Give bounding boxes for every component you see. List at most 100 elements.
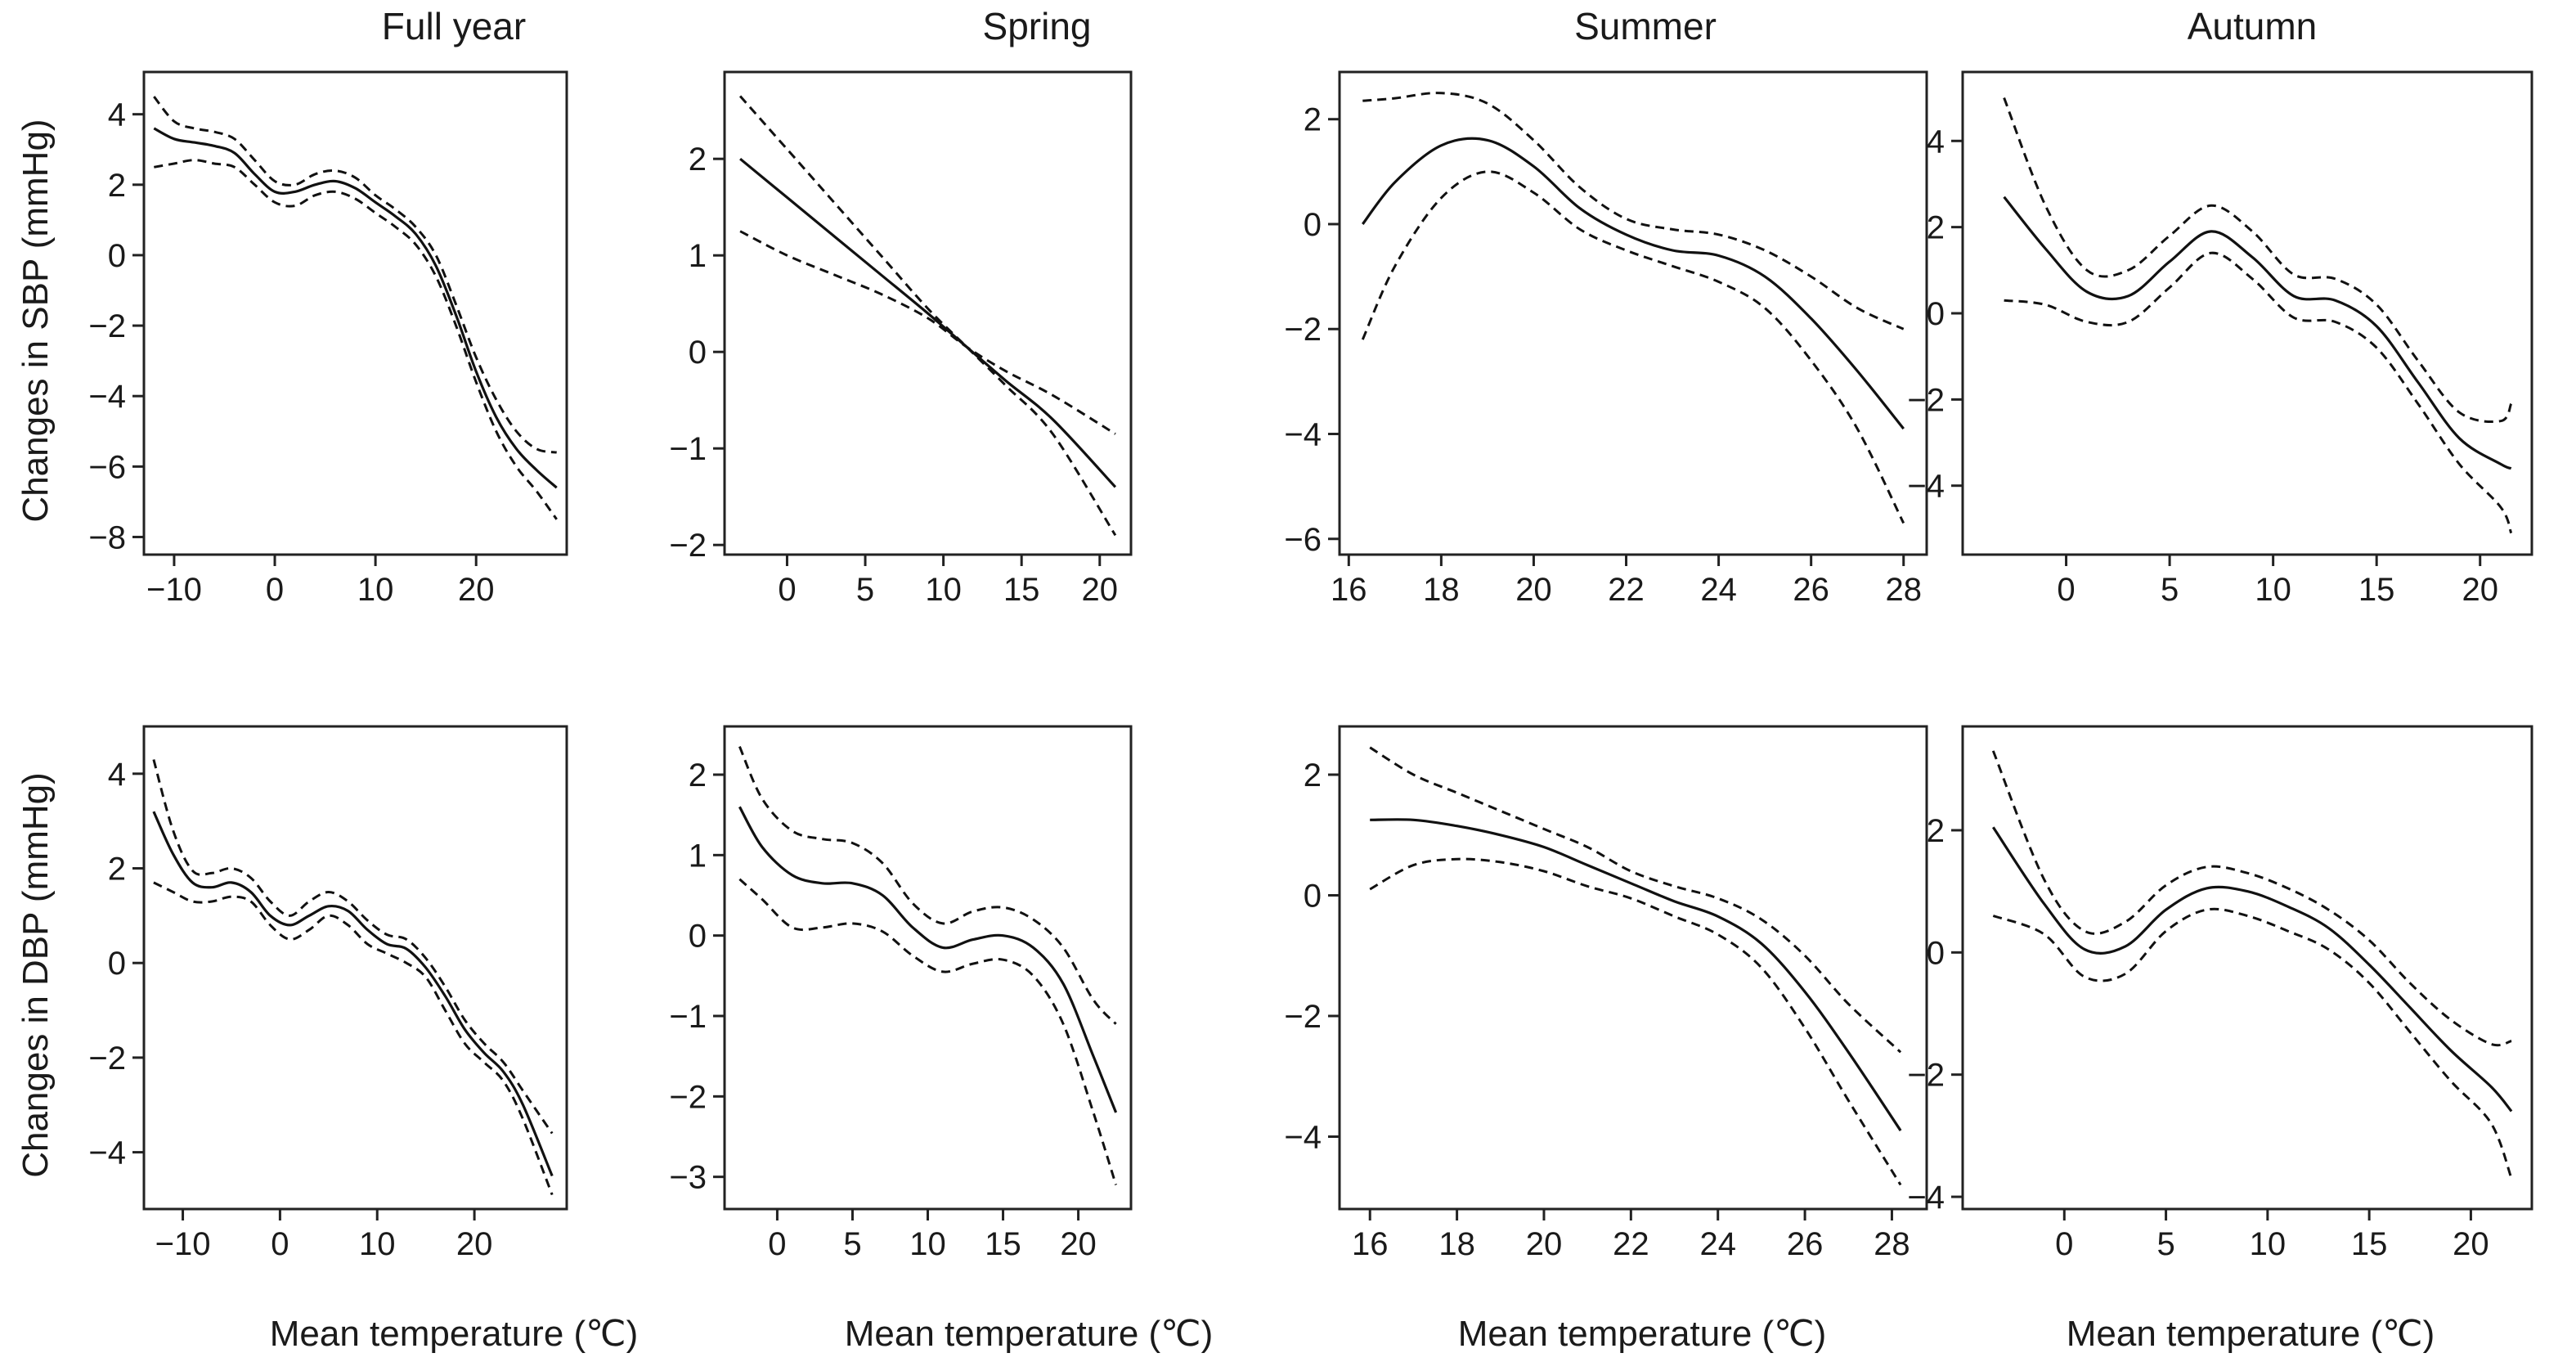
xlabel-spring: Mean temperature (℃) [845,1314,1213,1354]
estimate-curve [1370,818,1902,1131]
x-tick-label: 18 [1438,1226,1475,1262]
x-tick-label: 0 [778,572,796,608]
lower-ci-curve [1992,907,2513,1180]
lower-ci-curve [739,230,1116,435]
x-tick-label: 26 [1793,572,1829,608]
x-tick-label: 22 [1608,572,1645,608]
y-tick-label: −4 [1907,469,1945,505]
plot-frame [1961,70,2533,556]
x-tick-label: 22 [1613,1226,1649,1262]
y-tick-label: −2 [669,1079,707,1115]
x-tick-label: 20 [458,572,495,608]
upper-ci-curve [1991,750,2512,1047]
lower-ci-curve [1361,170,1905,524]
y-tick-label: 2 [1304,102,1322,138]
y-tick-label: −2 [1284,999,1322,1035]
y-tick-label: −2 [88,308,126,344]
x-tick-label: 10 [359,1226,396,1262]
x-tick-label: 0 [2055,1226,2073,1262]
x-tick-label: −10 [155,1226,211,1262]
x-tick-label: 28 [1874,1226,1910,1262]
upper-ci-curve [1369,746,1902,1054]
y-tick-label: −4 [88,379,126,415]
estimate-curve [1991,826,2513,1113]
lower-ci-curve [2004,251,2513,534]
xlabel-full-year: Mean temperature (℃) [270,1314,638,1354]
col-title-full-year: Full year [382,5,526,47]
y-tick-label: −2 [669,528,707,564]
y-tick-label: 0 [1927,296,1945,332]
x-tick-label: 10 [909,1226,946,1262]
estimate-curve [2003,196,2512,470]
col-title-spring: Spring [983,5,1092,47]
x-tick-label: 10 [925,572,962,608]
y-tick-label: 2 [108,852,126,888]
x-tick-label: 5 [2161,572,2179,608]
ylabel-sbp: Changes in SBP (mmHg) [16,119,56,522]
upper-ci-curve [153,96,557,454]
upper-ci-curve [2003,97,2513,424]
xlabel-autumn: Mean temperature (℃) [2067,1314,2435,1354]
x-tick-label: 20 [1526,1226,1563,1262]
x-tick-label: 0 [768,1226,786,1262]
y-tick-label: 0 [108,238,126,274]
x-tick-label: 20 [1060,1226,1097,1262]
x-tick-label: 10 [2250,1226,2287,1262]
x-tick-label: 0 [2057,572,2075,608]
estimate-curve [1362,137,1905,430]
x-tick-label: 28 [1885,572,1922,608]
upper-ci-curve [738,95,1117,537]
y-tick-label: 0 [1304,207,1322,243]
xlabel-summer: Mean temperature (℃) [1458,1314,1826,1354]
y-tick-label: 2 [1927,210,1945,246]
y-tick-label: 2 [1927,813,1945,849]
y-tick-label: −4 [88,1135,126,1171]
x-tick-label: 15 [2351,1226,2388,1262]
plot-frame [142,70,568,556]
x-tick-label: −10 [146,572,202,608]
y-tick-label: −8 [88,519,126,555]
x-tick-label: 20 [456,1226,493,1262]
y-tick-label: 2 [108,168,126,204]
x-tick-label: 20 [1515,572,1552,608]
x-tick-label: 16 [1331,572,1367,608]
x-tick-label: 15 [2358,572,2395,608]
col-title-autumn: Autumn [2188,5,2318,47]
y-tick-label: 0 [1927,935,1945,971]
x-tick-label: 5 [843,1226,861,1262]
y-tick-label: 4 [1927,124,1945,160]
y-tick-label: 0 [689,335,707,371]
estimate-curve [153,127,558,489]
estimate-curve [152,811,554,1177]
upper-ci-curve [738,746,1117,1025]
x-tick-label: 5 [856,572,874,608]
y-tick-label: 2 [689,142,707,178]
y-tick-label: −2 [88,1041,126,1077]
x-tick-label: 20 [2453,1226,2489,1262]
y-tick-label: 1 [689,238,707,274]
y-tick-label: 2 [1304,757,1322,793]
upper-ci-curve [152,759,554,1135]
y-tick-label: −1 [669,999,707,1035]
x-tick-label: 18 [1423,572,1460,608]
x-tick-label: 24 [1700,572,1737,608]
x-tick-label: 26 [1787,1226,1824,1262]
plot-frame [142,725,568,1211]
y-tick-label: 1 [689,838,707,874]
y-tick-label: 2 [689,757,707,793]
plot-frame [1338,725,1928,1211]
col-title-summer: Summer [1574,5,1717,47]
plot-frame [723,70,1133,556]
lower-ci-curve [154,159,558,520]
x-tick-label: 0 [266,572,284,608]
y-tick-label: −2 [1907,382,1945,418]
lower-ci-curve [1369,857,1902,1186]
y-tick-label: −2 [1907,1058,1945,1094]
x-tick-label: 15 [1003,572,1040,608]
